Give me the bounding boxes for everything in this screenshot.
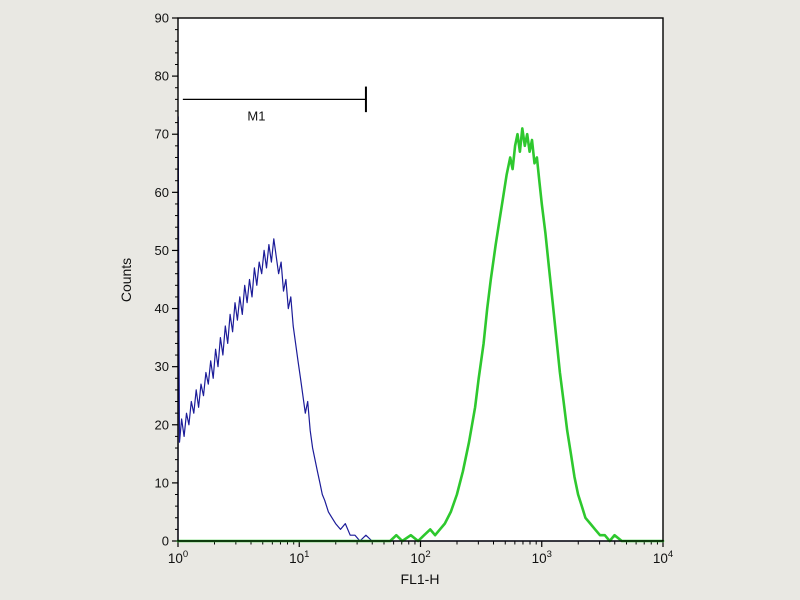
series-blue-curve <box>177 116 664 542</box>
gate-marker-layer <box>182 86 367 113</box>
curve-layer <box>176 116 665 543</box>
plot-border-layer <box>177 17 664 542</box>
y-tick-label: 0 <box>162 534 169 549</box>
axis-tick-layer: 0 10 20 30 40 50 60 70 80 90 100 101 102 103 104 <box>155 11 674 567</box>
marker-label: M1 <box>247 108 265 123</box>
y-tick-label: 20 <box>155 417 169 432</box>
y-axis-label: Counts <box>118 258 134 302</box>
x-axis-label: FL1-H <box>401 571 440 587</box>
y-tick-label: 60 <box>155 185 169 200</box>
x-tick-label: 103 <box>532 549 552 566</box>
plot-area <box>178 18 663 541</box>
x-tick-label: 100 <box>168 549 188 566</box>
x-tick-label: 101 <box>289 549 309 566</box>
series-green-curve <box>176 127 665 543</box>
y-tick-label: 90 <box>155 11 169 26</box>
y-tick-label: 50 <box>155 243 169 258</box>
plot-background-layer <box>178 18 663 541</box>
y-tick-label: 80 <box>155 69 169 84</box>
plot-border <box>177 17 664 542</box>
y-tick-label: 30 <box>155 359 169 374</box>
y-tick-label: 70 <box>155 127 169 142</box>
y-tick-label: 40 <box>155 301 169 316</box>
y-tick-label: 10 <box>155 475 169 490</box>
x-tick-label: 102 <box>410 549 430 566</box>
x-tick-label: 104 <box>653 549 673 566</box>
